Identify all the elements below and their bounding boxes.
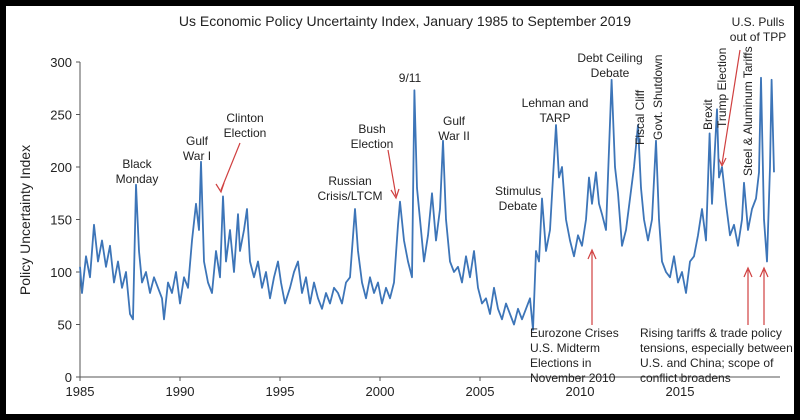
annotation-line: November 2010 — [530, 371, 616, 385]
annotation: Trump Election — [715, 48, 729, 128]
annotation-line: War II — [438, 129, 470, 143]
annotation: Clinton Election — [224, 111, 267, 140]
annotation-line: 9/11 — [399, 71, 422, 85]
annotation-line: Debate — [591, 66, 630, 80]
annotation: Gulf War I — [183, 134, 211, 163]
annotation-line: Stimulus — [495, 184, 541, 198]
x-tick-label: 1995 — [266, 384, 295, 399]
annotation-line: Steel & Aluminum Tariffs — [741, 46, 755, 176]
annotation-line: Russian — [328, 174, 371, 188]
annotation: Brexit — [701, 99, 715, 130]
annotation: Russian Crisis/LTCM — [317, 174, 382, 203]
y-tick-label: 100 — [50, 265, 72, 280]
arrows — [215, 49, 769, 325]
annotation: Eurozone Crises U.S. Midterm Elections in N… — [530, 326, 619, 385]
annotation: Fiscal Cliff — [633, 89, 647, 145]
annotation-line: Govt. Shutdown — [651, 55, 665, 140]
y-tick-label: 50 — [58, 318, 72, 333]
annotation: Black Monday — [116, 157, 159, 186]
x-tick-label: 2010 — [566, 384, 595, 399]
annotation-line: Debt Ceiling — [577, 51, 642, 65]
annotation-line: TARP — [539, 111, 570, 125]
annotation-line: War I — [183, 149, 211, 163]
annotation-line: out of TPP — [730, 30, 786, 44]
annotation-line: U.S. Midterm — [530, 341, 600, 355]
x-tick-label: 1990 — [166, 384, 195, 399]
annotation-line: Black — [122, 157, 152, 171]
annotation-line: Bush — [358, 122, 385, 136]
x-tick-label: 2015 — [666, 384, 695, 399]
annotation-line: Election — [224, 126, 267, 140]
annotation: Gulf War II — [438, 114, 470, 143]
annotation-line: Election — [351, 137, 394, 151]
annotation-line: Monday — [116, 172, 159, 186]
y-axis-label: Policy Uncertainty Index — [17, 145, 33, 295]
y-tick-label: 0 — [65, 370, 72, 385]
annotation: Stimulus Debate — [495, 184, 541, 213]
annotation-line: Eurozone Crises — [530, 326, 619, 340]
annotation-line: Gulf — [186, 134, 209, 148]
y-tick-label: 300 — [50, 55, 72, 70]
x-tick-label: 1985 — [66, 384, 95, 399]
annotation: Bush Election — [351, 122, 394, 151]
x-tick-label: 2005 — [466, 384, 495, 399]
annotation-line: conflict broadens — [640, 371, 731, 385]
y-tick-label: 150 — [50, 213, 72, 228]
annotation: Govt. Shutdown — [651, 55, 665, 140]
annotation-line: Gulf — [443, 114, 466, 128]
annotation-line: Rising tariffs & trade policy — [640, 326, 782, 340]
annotation-line: U.S. Pulls — [732, 15, 785, 29]
annotation: Lehman and TARP — [522, 96, 589, 125]
chart-title: Us Economic Policy Uncertainty Index, Ja… — [179, 13, 631, 29]
annotation-line: Lehman and — [522, 96, 589, 110]
annotation: 9/11 — [399, 71, 422, 85]
x-tick-label: 2000 — [366, 384, 395, 399]
annotation-line: Crisis/LTCM — [317, 189, 382, 203]
annotation-line: Fiscal Cliff — [633, 89, 647, 145]
series-line — [79, 76, 775, 331]
annotation-line: Debate — [499, 199, 538, 213]
annotation: U.S. Pulls out of TPP — [730, 15, 786, 44]
annotation-line: Brexit — [701, 99, 715, 130]
annotation: Steel & Aluminum Tariffs — [741, 46, 755, 176]
annotation-line: Clinton — [226, 111, 263, 125]
annotation: Debt Ceiling Debate — [577, 51, 642, 80]
annotation-line: Elections in — [530, 356, 591, 370]
y-tick-label: 250 — [50, 108, 72, 123]
annotation: Rising tariffs & trade policy tensions, e… — [640, 326, 793, 385]
annotation-line: Trump Election — [715, 48, 729, 128]
annotation-line: U.S. and China; scope of — [640, 356, 774, 370]
y-tick-label: 200 — [50, 160, 72, 175]
annotation-line: tensions, especially between — [640, 341, 793, 355]
